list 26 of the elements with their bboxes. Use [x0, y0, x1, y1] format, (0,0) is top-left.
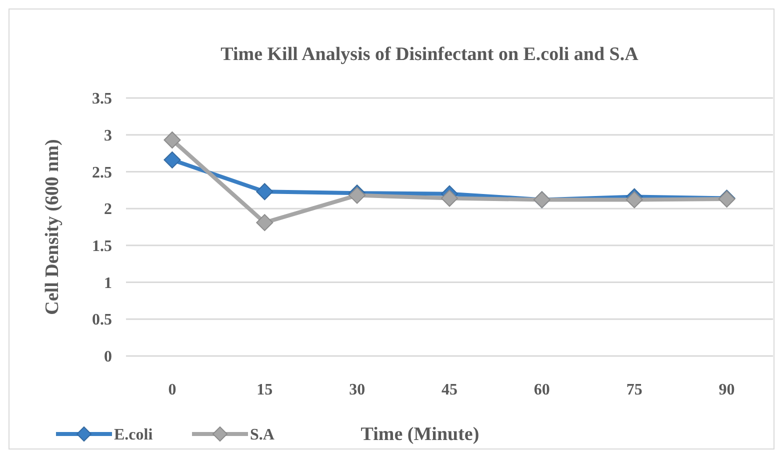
- y-tick-label: 1: [104, 274, 112, 292]
- x-axis-title: Time (Minute): [360, 424, 480, 445]
- legend-label: E.coli: [114, 426, 154, 444]
- point: [164, 151, 181, 168]
- point: [164, 132, 181, 149]
- x-tick-label: 30: [349, 382, 366, 399]
- x-tick-label: 60: [534, 382, 550, 399]
- x-tick-label: 15: [256, 382, 273, 399]
- y-tick-label: 0.5: [92, 312, 112, 329]
- x-tick-label: 75: [626, 382, 642, 399]
- point: [256, 214, 274, 232]
- x-tick-label: 90: [718, 382, 735, 399]
- x-tick-label: 45: [442, 382, 458, 399]
- y-tick-label: 3: [104, 127, 112, 144]
- point: [441, 190, 458, 207]
- point: [626, 191, 643, 208]
- chart-title: Time Kill Analysis of Disinfectant on E.coli and S.A: [220, 44, 639, 65]
- legend-label: S.A: [250, 426, 275, 444]
- y-tick-label: 0: [104, 348, 112, 366]
- y-axis-title: Cell Density (600 nm): [42, 139, 63, 315]
- point: [256, 183, 274, 200]
- y-tick-label: 1.5: [92, 238, 112, 256]
- y-tick-label: 2.5: [92, 164, 112, 182]
- y-tick-label: 3.5: [92, 90, 112, 108]
- y-tick-label: 2: [104, 201, 112, 218]
- x-tick-label: 0: [168, 382, 176, 399]
